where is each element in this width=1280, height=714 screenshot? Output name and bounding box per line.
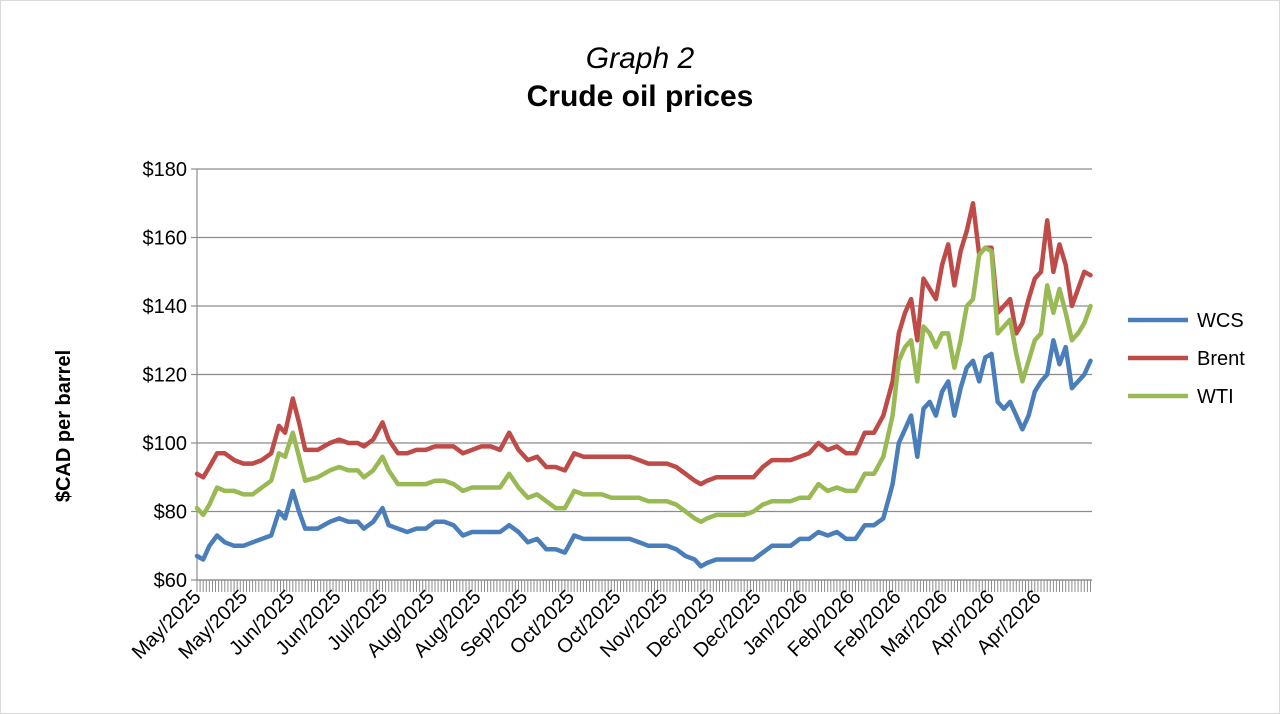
y-tick-label: $160 <box>143 228 188 250</box>
y-tick-label: $120 <box>143 365 188 387</box>
chart-title: Crude oil prices <box>526 80 754 113</box>
y-tick-label: $60 <box>154 570 187 592</box>
y-axis-ticks: $60 $80 $100 $120 $140 $160 $180 <box>143 159 188 592</box>
x-tick-marks <box>196 580 1091 592</box>
chart-subtitle: Graph 2 <box>585 42 695 75</box>
series-lines <box>194 201 1093 569</box>
legend-label-wti: WTI <box>1197 386 1234 408</box>
series-line-brent <box>194 201 1093 487</box>
gridlines <box>191 168 1092 581</box>
series-line-wcs <box>194 338 1093 569</box>
y-tick-label: $100 <box>143 433 188 455</box>
y-tick-label: $80 <box>154 502 187 524</box>
y-axis-label: $CAD per barrel <box>53 350 75 502</box>
legend-label-wcs: WCS <box>1197 310 1244 332</box>
legend: WCS Brent WTI <box>1128 310 1245 408</box>
y-tick-label: $180 <box>143 159 188 181</box>
legend-label-brent: Brent <box>1197 348 1245 370</box>
chart-title-block: Graph 2 Crude oil prices <box>0 40 1280 116</box>
series-line-wti <box>194 245 1093 525</box>
y-tick-label: $140 <box>143 296 188 318</box>
